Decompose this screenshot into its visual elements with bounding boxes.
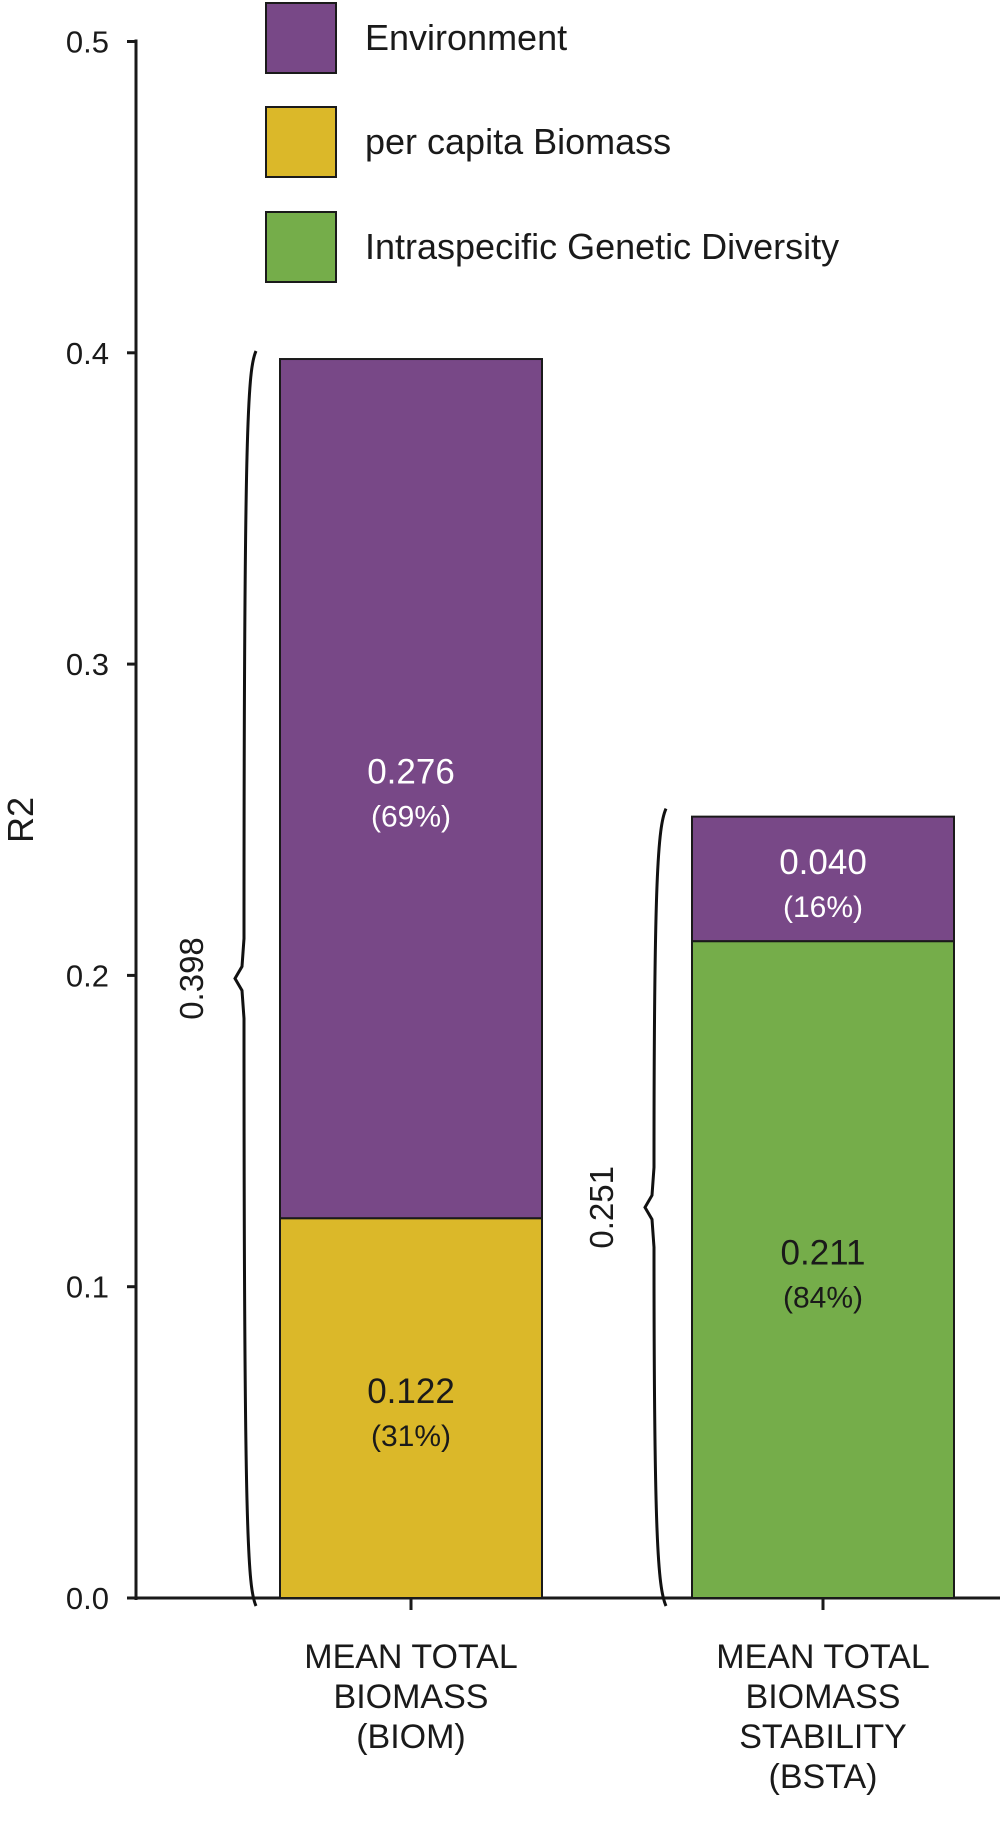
legend-label: per capita Biomass [365, 121, 671, 162]
y-tick-label: 0.1 [66, 1270, 109, 1305]
y-tick-label: 0.0 [66, 1581, 109, 1616]
legend-swatch [265, 211, 337, 283]
y-tick-label: 0.3 [66, 647, 109, 682]
x-category-label-line: STABILITY [739, 1718, 907, 1756]
legend-swatch [265, 106, 337, 178]
total-braces: 0.398 0.251 [173, 350, 668, 1607]
legend-item: Intraspecific Genetic Diversity [265, 211, 839, 283]
total-label: 0.398 [173, 937, 210, 1020]
x-category-label-line: BIOMASS [334, 1678, 489, 1716]
total-brace [643, 808, 668, 1607]
bar-value-label: 0.040 [779, 843, 867, 882]
x-category-label: MEAN TOTAL BIOMASS STABILITY (BSTA) [716, 1638, 930, 1796]
y-tick-label: 0.5 [66, 25, 109, 60]
total-brace [233, 350, 258, 1607]
legend-label: Intraspecific Genetic Diversity [365, 226, 839, 267]
x-category-label-line: (BIOM) [356, 1718, 466, 1756]
x-category-label-line: MEAN TOTAL [716, 1638, 930, 1676]
x-category-label-line: MEAN TOTAL [304, 1638, 518, 1676]
bar-segment [279, 358, 543, 1220]
legend-label: Environment [365, 17, 567, 58]
y-axis-title: R2 [0, 797, 41, 843]
bar-value-label: 0.122 [367, 1372, 455, 1411]
x-category-label: MEAN TOTAL BIOMASS (BIOM) [304, 1638, 518, 1756]
bars: 0.122 (31%) 0.276 (69%) 0.211 (84%) 0.040 (16%) [279, 358, 955, 1599]
x-category-label-line: BIOMASS [746, 1678, 901, 1716]
x-axis: MEAN TOTAL BIOMASS (BIOM)MEAN TOTAL BIOMASS… [135, 1596, 1000, 1796]
bar-percent-label: (31%) [371, 1420, 451, 1453]
total-label: 0.251 [583, 1166, 620, 1249]
bar-percent-label: (16%) [783, 891, 863, 924]
y-axis: 0.0 0.1 0.2 0.3 0.4 0.5 [66, 25, 138, 1616]
x-category-label-line: (BSTA) [769, 1758, 878, 1796]
bar-value-label: 0.276 [367, 753, 455, 792]
bar-value-label: 0.211 [781, 1234, 866, 1273]
y-tick-label: 0.4 [66, 336, 109, 371]
y-tick-label: 0.2 [66, 958, 109, 993]
bar-segment [691, 815, 955, 943]
legend-item: per capita Biomass [265, 106, 671, 178]
legend-swatch [265, 2, 337, 74]
legend-item: Environment [265, 2, 567, 74]
bar-percent-label: (84%) [783, 1282, 863, 1315]
legend: Environment per capita Biomass Intraspecif… [265, 2, 839, 283]
bar-percent-label: (69%) [371, 801, 451, 834]
